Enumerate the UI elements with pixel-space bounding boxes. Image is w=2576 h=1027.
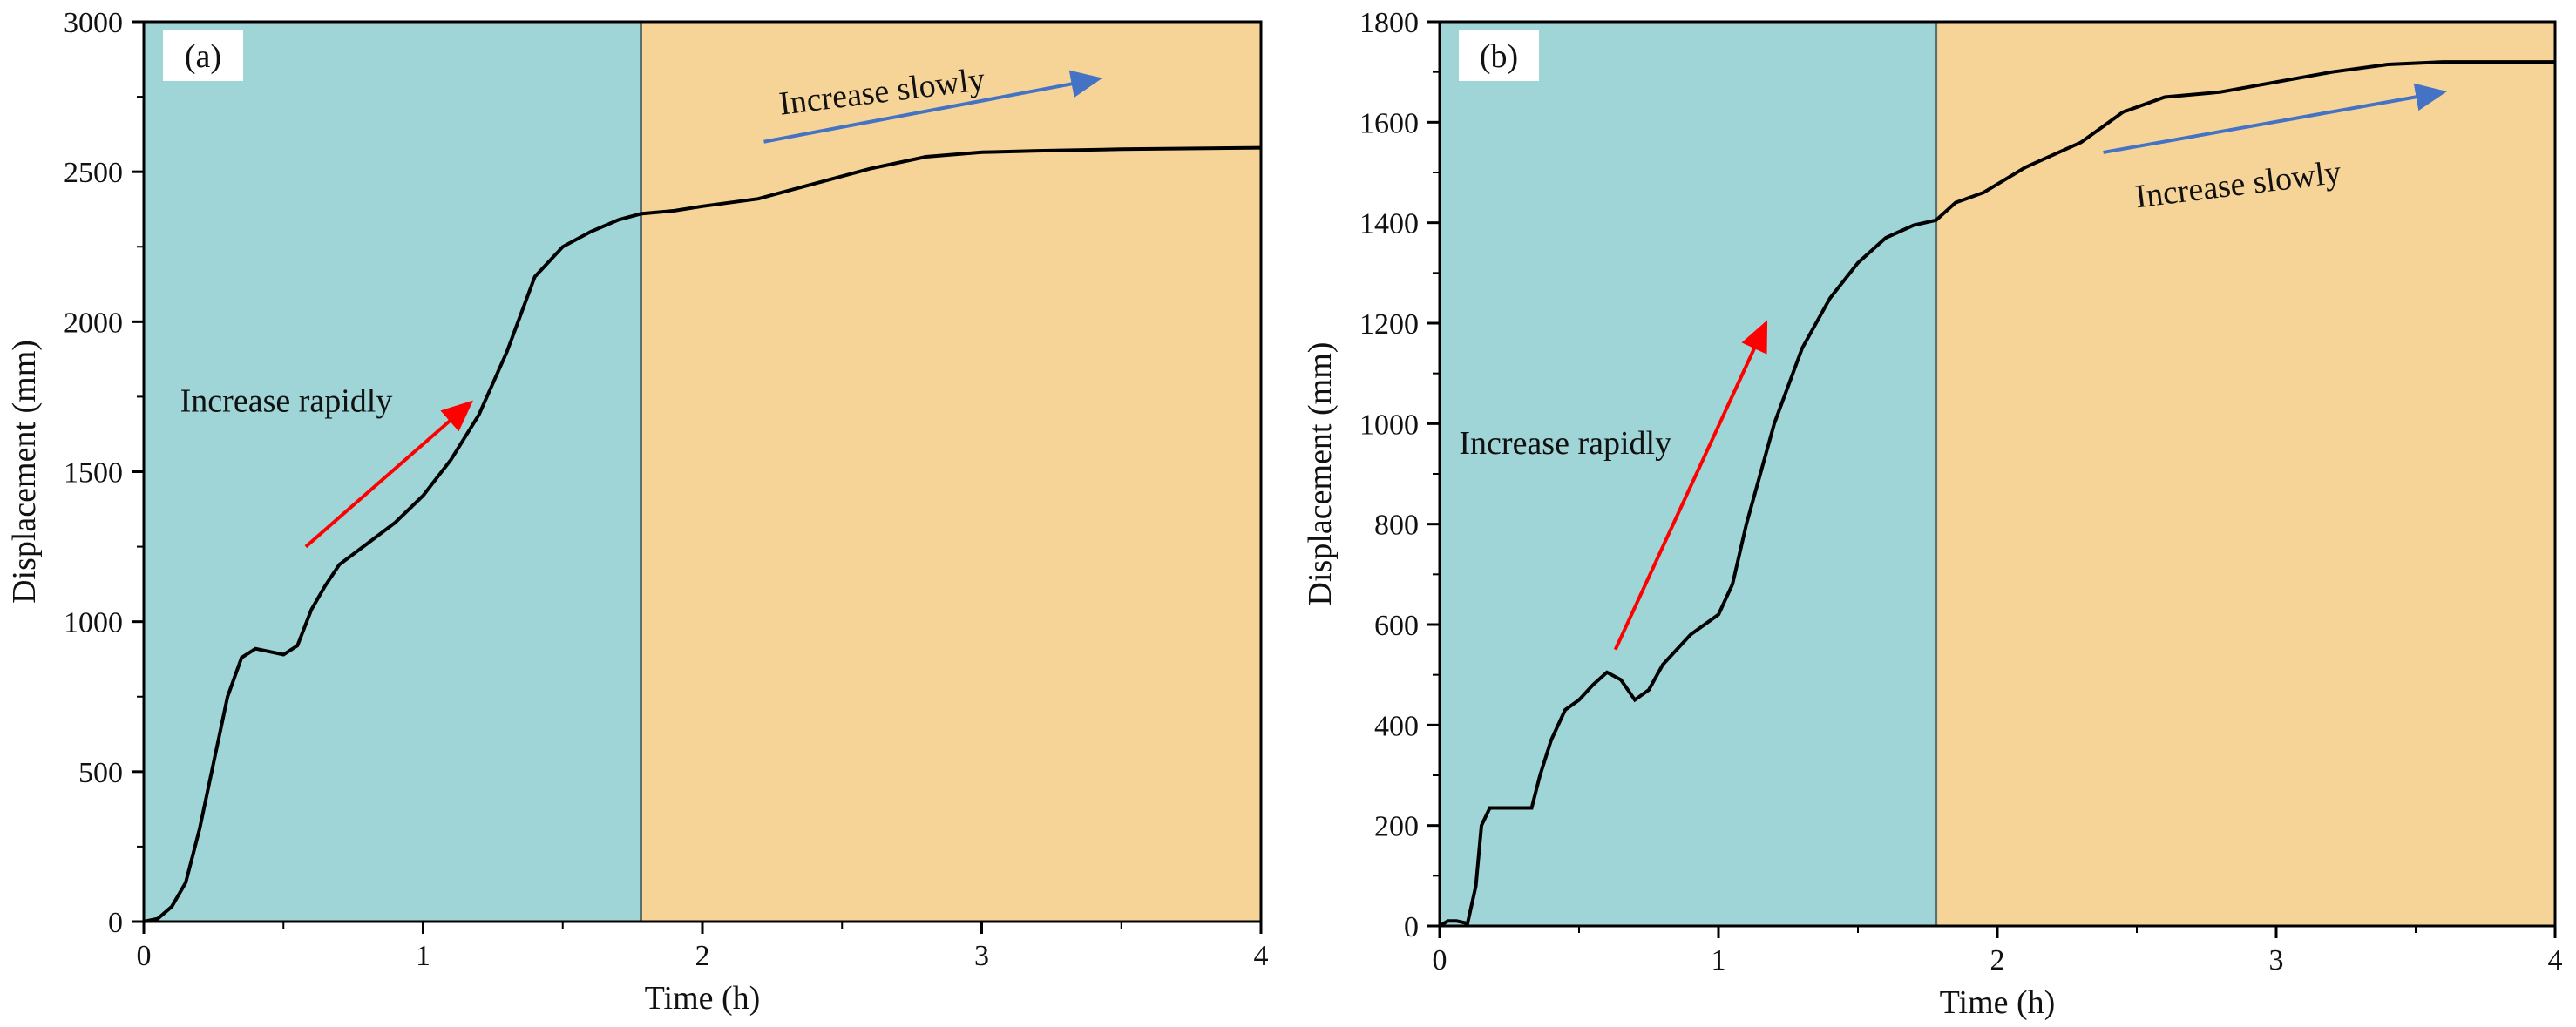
panel-b-rapid-annotation: Increase rapidly: [1459, 425, 1671, 462]
panel-a-label: (a): [185, 38, 221, 75]
panel-b-y-tick-label: 600: [1374, 610, 1419, 642]
panel-a-y-tick-label: 1000: [64, 607, 123, 639]
panel-b-y-tick-label: 800: [1374, 510, 1419, 542]
panel-a-y-tick-label: 0: [108, 907, 123, 939]
panel-b-y-tick-label: 1000: [1359, 409, 1419, 441]
panel-b-x-tick-label: 2: [1990, 944, 2005, 976]
panel-b-x-ticks: 0 1 2 3 4: [1433, 926, 2563, 976]
panel-a-y-tick-label: 2500: [64, 157, 123, 189]
panel-b-x-tick-label: 1: [1712, 944, 1726, 976]
panel-b-y-ticks: 0 200 400 600 800 1000 1200 1400 1600 1800: [1359, 7, 1440, 943]
panel-b-label: (b): [1480, 38, 1518, 75]
panel-a-x-ticks: 0 1 2 3 4: [137, 922, 1269, 972]
panel-b-label-box: [1459, 30, 1539, 81]
panel-a-y-tick-label: 3000: [64, 7, 123, 39]
panel-b-y-tick-label: 1600: [1359, 107, 1419, 139]
panel-a-y-tick-label: 2000: [64, 307, 123, 339]
panel-a-y-tick-label: 500: [78, 757, 123, 789]
panel-a-x-tick-label: 2: [695, 940, 710, 972]
panel-b-x-tick-label: 4: [2548, 944, 2563, 976]
panel-a-y-ticks: 0 500 1000 1500 2000 2500 3000: [64, 7, 144, 939]
panel-a-slow-region: [641, 22, 1261, 922]
panel-a-label-box: [163, 30, 243, 81]
panel-b-y-tick-label: 1200: [1359, 308, 1419, 341]
panel-b-slow-region: [1935, 22, 2555, 926]
panel-b-y-tick-label: 0: [1404, 911, 1419, 943]
panel-b-slow-arrow: [2103, 83, 2447, 154]
panel-b-x-tick-label: 0: [1433, 944, 1447, 976]
panel-b-rapid-region: [1440, 22, 1936, 926]
panel-a-y-axis-title: Displacement (mm): [6, 340, 43, 604]
panel-a-x-tick-label: 3: [974, 940, 989, 972]
panel-b-y-tick-label: 1800: [1359, 7, 1419, 39]
panel-a-rapid-annotation: Increase rapidly: [180, 383, 393, 420]
panel-b-x-tick-label: 3: [2269, 944, 2284, 976]
panel-b-y-tick-label: 200: [1374, 811, 1419, 843]
panel-a-displacement-line: [143, 145, 1262, 923]
panel-b-y-axis-title: Displacement (mm): [1302, 342, 1339, 606]
panel-b-x-axis-title: Time (h): [1940, 984, 2056, 1021]
panel-a-x-axis-title: Time (h): [645, 980, 761, 1017]
panel-b-rapid-arrow: [1613, 320, 1768, 651]
panel-a-rapid-arrow: [304, 400, 473, 549]
panel-a-y-tick-label: 1500: [64, 457, 123, 490]
panel-a-x-tick-label: 1: [416, 940, 430, 972]
panel-a-x-tick-label: 4: [1254, 940, 1269, 972]
panel-a-slow-arrow: [763, 70, 1103, 144]
panel-b-y-tick-label: 400: [1374, 710, 1419, 742]
panel-a-x-tick-label: 0: [137, 940, 152, 972]
panel-b-displacement-line: [1438, 60, 2555, 928]
panel-b-y-tick-label: 1400: [1359, 208, 1419, 240]
